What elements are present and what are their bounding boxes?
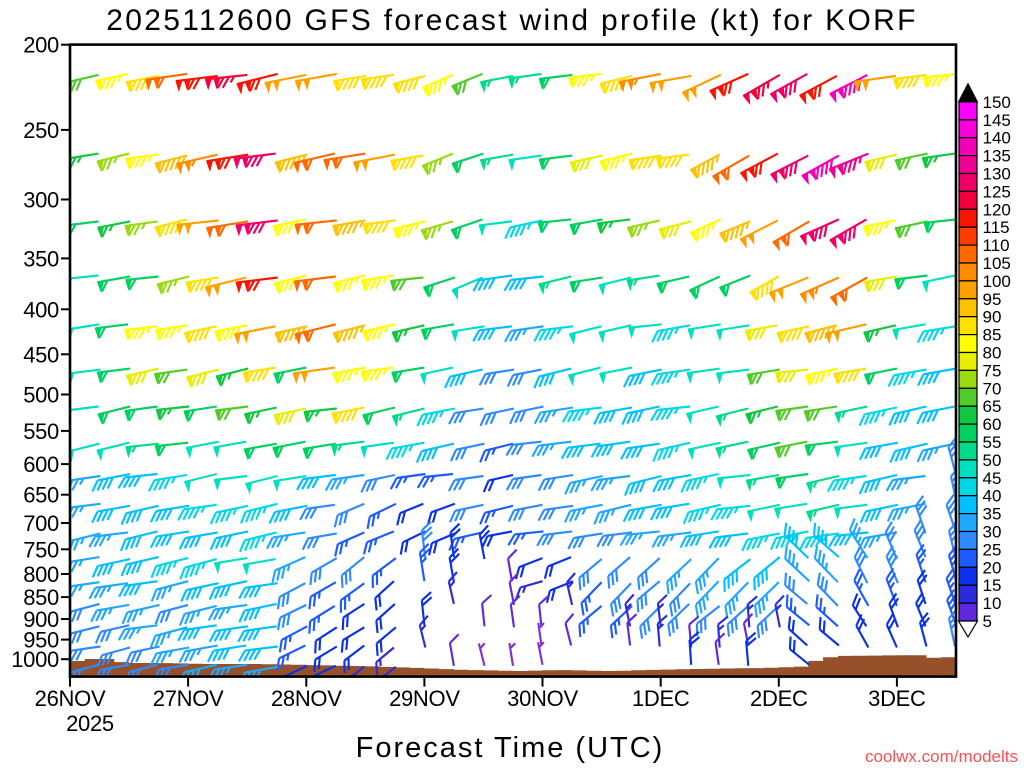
svg-text:1000: 1000 [11, 647, 59, 672]
svg-text:28NOV: 28NOV [271, 686, 342, 711]
svg-text:3DEC: 3DEC [868, 686, 926, 711]
svg-text:15: 15 [983, 576, 1002, 595]
svg-text:800: 800 [23, 562, 59, 587]
svg-text:26NOV: 26NOV [35, 686, 106, 711]
svg-text:135: 135 [983, 147, 1011, 166]
svg-text:35: 35 [983, 505, 1002, 524]
svg-text:850: 850 [23, 585, 59, 610]
svg-text:10: 10 [983, 594, 1002, 613]
svg-text:2025112600 GFS forecast wind p: 2025112600 GFS forecast wind profile (kt… [106, 4, 917, 37]
svg-text:130: 130 [983, 165, 1011, 184]
svg-text:80: 80 [983, 344, 1002, 363]
svg-text:65: 65 [983, 397, 1002, 416]
svg-text:145: 145 [983, 111, 1011, 130]
svg-text:150: 150 [983, 93, 1011, 112]
svg-text:30: 30 [983, 523, 1002, 542]
svg-text:900: 900 [23, 607, 59, 632]
svg-text:40: 40 [983, 487, 1002, 506]
svg-text:600: 600 [23, 452, 59, 477]
svg-text:coolwx.com/modelts: coolwx.com/modelts [865, 747, 1018, 766]
svg-text:50: 50 [983, 451, 1002, 470]
svg-text:110: 110 [983, 236, 1010, 255]
svg-text:5: 5 [983, 612, 992, 631]
svg-text:2DEC: 2DEC [750, 686, 808, 711]
svg-text:55: 55 [983, 433, 1002, 452]
svg-text:27NOV: 27NOV [153, 686, 224, 711]
svg-text:100: 100 [983, 272, 1011, 291]
svg-text:400: 400 [23, 297, 59, 322]
svg-text:90: 90 [983, 308, 1002, 327]
svg-text:70: 70 [983, 379, 1002, 398]
svg-text:450: 450 [23, 342, 59, 367]
svg-text:1DEC: 1DEC [632, 686, 690, 711]
svg-text:125: 125 [983, 182, 1011, 201]
svg-text:30NOV: 30NOV [507, 686, 578, 711]
svg-text:95: 95 [983, 290, 1002, 309]
svg-text:115: 115 [983, 218, 1010, 237]
svg-text:350: 350 [23, 246, 59, 271]
svg-text:120: 120 [983, 200, 1011, 219]
svg-text:20: 20 [983, 558, 1002, 577]
svg-text:550: 550 [23, 419, 59, 444]
svg-text:29NOV: 29NOV [389, 686, 460, 711]
svg-text:500: 500 [23, 383, 59, 408]
svg-text:700: 700 [23, 511, 59, 536]
svg-text:25: 25 [983, 540, 1002, 559]
svg-text:950: 950 [23, 628, 59, 653]
svg-text:650: 650 [23, 483, 59, 508]
svg-text:200: 200 [23, 33, 59, 58]
svg-text:45: 45 [983, 469, 1002, 488]
svg-text:2025: 2025 [66, 711, 114, 736]
svg-text:Forecast Time (UTC): Forecast Time (UTC) [356, 732, 665, 764]
svg-text:750: 750 [23, 537, 59, 562]
svg-text:60: 60 [983, 415, 1002, 434]
svg-text:300: 300 [23, 188, 59, 213]
svg-text:250: 250 [23, 118, 59, 143]
svg-text:85: 85 [983, 326, 1002, 345]
svg-text:75: 75 [983, 361, 1002, 380]
svg-text:105: 105 [983, 254, 1011, 273]
svg-text:140: 140 [983, 129, 1011, 148]
